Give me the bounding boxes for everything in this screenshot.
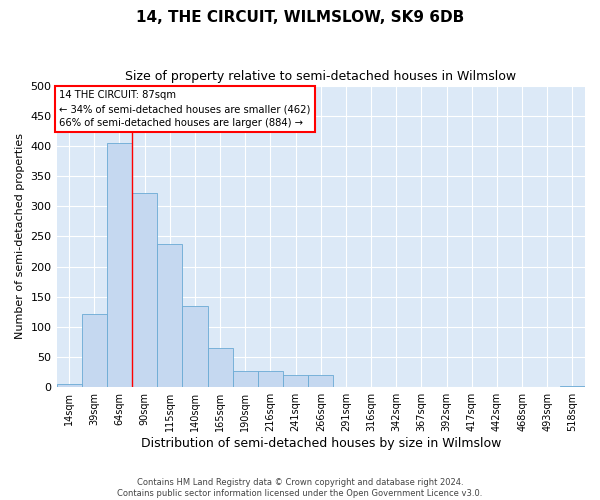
Bar [107, 143, 132, 388]
Text: Contains HM Land Registry data © Crown copyright and database right 2024.
Contai: Contains HM Land Registry data © Crown c… [118, 478, 482, 498]
Title: Size of property relative to semi-detached houses in Wilmslow: Size of property relative to semi-detach… [125, 70, 517, 83]
Bar [308, 376, 334, 388]
Bar [56, 384, 82, 388]
Bar [233, 371, 258, 388]
Bar [132, 193, 157, 388]
Text: 14, THE CIRCUIT, WILMSLOW, SK9 6DB: 14, THE CIRCUIT, WILMSLOW, SK9 6DB [136, 10, 464, 25]
Bar [208, 348, 233, 388]
Y-axis label: Number of semi-detached properties: Number of semi-detached properties [15, 134, 25, 340]
Bar [560, 386, 585, 388]
Bar [157, 244, 182, 388]
Bar [82, 314, 107, 388]
Text: 14 THE CIRCUIT: 87sqm
← 34% of semi-detached houses are smaller (462)
66% of sem: 14 THE CIRCUIT: 87sqm ← 34% of semi-deta… [59, 90, 311, 128]
Bar [258, 371, 283, 388]
X-axis label: Distribution of semi-detached houses by size in Wilmslow: Distribution of semi-detached houses by … [140, 437, 501, 450]
Bar [283, 376, 308, 388]
Bar [182, 306, 208, 388]
